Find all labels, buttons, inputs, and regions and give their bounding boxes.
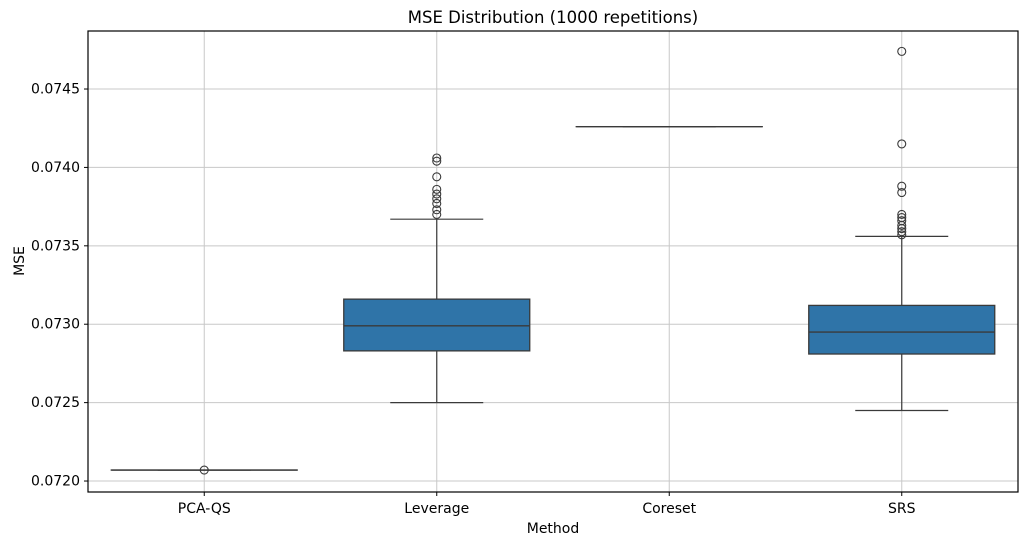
outlier-point xyxy=(897,216,907,226)
y-tick-label: 0.0735 xyxy=(31,238,80,254)
outlier-point xyxy=(432,205,442,215)
outlier-point xyxy=(432,209,442,220)
outlier-point xyxy=(897,213,907,223)
y-tick-label: 0.0725 xyxy=(31,395,80,411)
y-tick-label: 0.0730 xyxy=(31,317,80,333)
outlier-point xyxy=(432,194,442,204)
outlier-point xyxy=(897,181,907,191)
outlier-point xyxy=(432,156,442,166)
iqr-box xyxy=(343,298,531,352)
box-group-leverage xyxy=(343,153,531,404)
box-group-srs xyxy=(808,46,996,412)
x-axis-label: Method xyxy=(527,521,580,537)
outlier-point xyxy=(897,227,907,237)
outlier-point xyxy=(432,172,442,182)
outlier-point xyxy=(199,465,209,475)
outlier-point xyxy=(897,230,907,240)
x-tick-label: Coreset xyxy=(642,501,696,517)
y-tick-label: 0.0740 xyxy=(31,160,80,176)
outlier-point xyxy=(897,187,907,198)
outlier-point xyxy=(897,209,907,220)
outlier-point xyxy=(897,46,907,56)
box-group-pca-qs xyxy=(110,465,298,475)
plot-frame xyxy=(87,30,1019,493)
chart-layer: 0.0720 0.0725 0.0730 0.0735 0.0740 0.0745 PCA-… xyxy=(31,30,1019,517)
y-axis-label: MSE xyxy=(12,246,28,276)
x-tick-label: Leverage xyxy=(404,501,469,517)
outlier-point xyxy=(432,153,442,163)
x-tick-label: SRS xyxy=(888,501,916,517)
x-tick-label: PCA-QS xyxy=(178,501,231,517)
outlier-point xyxy=(897,139,907,149)
iqr-box xyxy=(808,304,996,355)
outlier-point xyxy=(432,198,442,209)
y-tick-label: 0.0720 xyxy=(31,474,80,490)
plot-area xyxy=(88,31,1018,492)
chart-title: MSE Distribution (1000 repetitions) xyxy=(408,8,698,27)
outlier-point xyxy=(432,184,442,194)
y-tick-label: 0.0745 xyxy=(31,82,80,98)
outlier-point xyxy=(432,189,442,199)
